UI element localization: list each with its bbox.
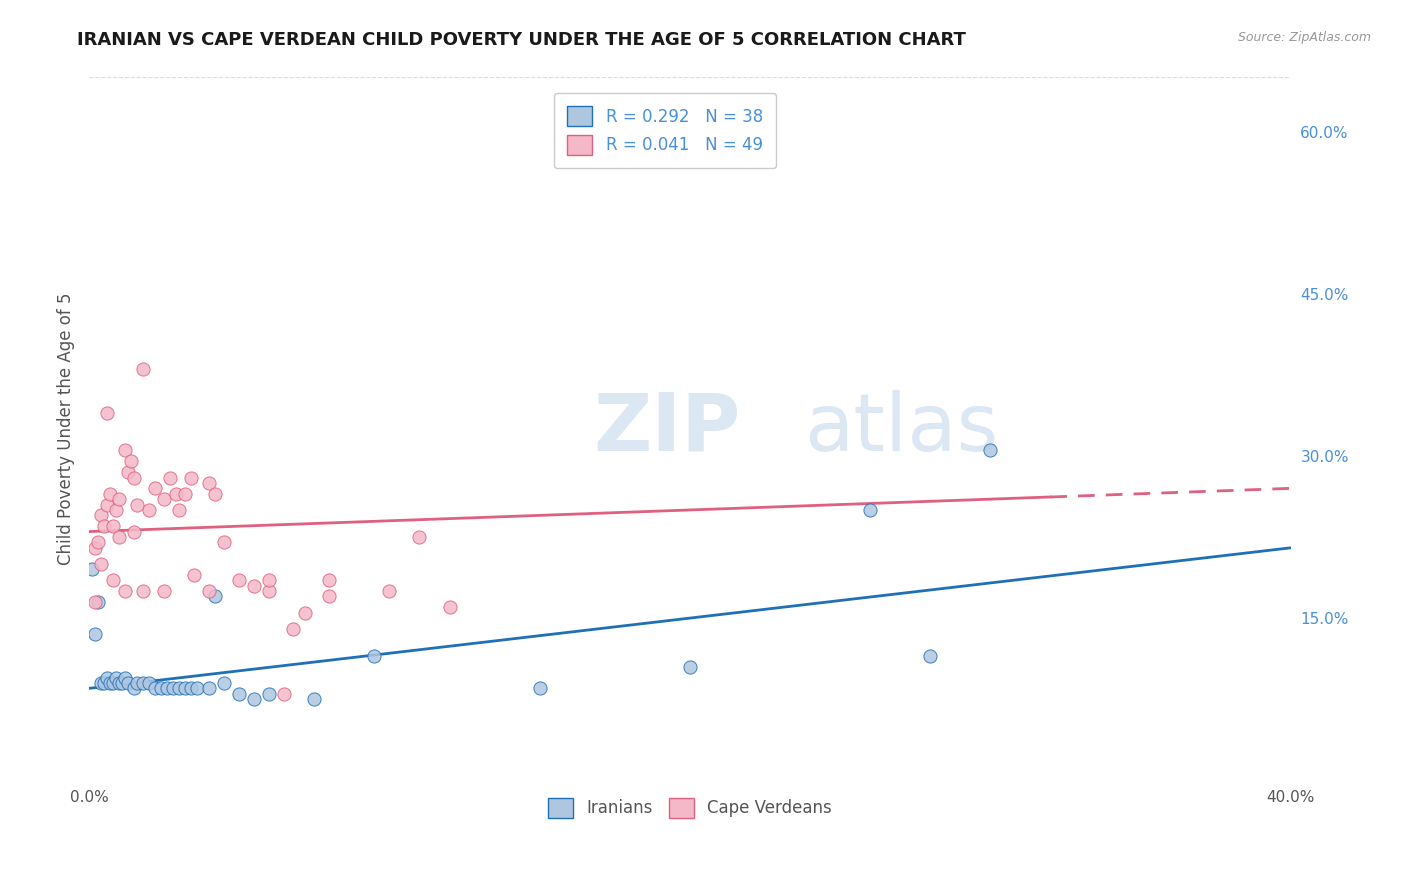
Point	[96, 671, 118, 685]
Point	[101, 519, 124, 533]
Point	[167, 503, 190, 517]
Point	[101, 574, 124, 588]
Point	[143, 481, 166, 495]
Point	[138, 676, 160, 690]
Point	[204, 487, 226, 501]
Point	[150, 681, 173, 696]
Point	[117, 465, 139, 479]
Point	[111, 676, 134, 690]
Point	[318, 574, 340, 588]
Point	[143, 681, 166, 696]
Point	[105, 503, 128, 517]
Point	[117, 676, 139, 690]
Point	[120, 454, 142, 468]
Point	[108, 676, 131, 690]
Point	[93, 519, 115, 533]
Point	[162, 681, 184, 696]
Point	[80, 562, 103, 576]
Point	[259, 574, 281, 588]
Point	[138, 503, 160, 517]
Point	[84, 595, 107, 609]
Point	[318, 590, 340, 604]
Point	[259, 584, 281, 599]
Point	[87, 595, 110, 609]
Point	[114, 671, 136, 685]
Point	[90, 557, 112, 571]
Point	[212, 676, 235, 690]
Point	[114, 584, 136, 599]
Point	[127, 676, 149, 690]
Point	[204, 590, 226, 604]
Point	[859, 503, 882, 517]
Point	[108, 530, 131, 544]
Text: Source: ZipAtlas.com: Source: ZipAtlas.com	[1237, 31, 1371, 45]
Point	[979, 443, 1001, 458]
Point	[183, 567, 205, 582]
Point	[273, 687, 295, 701]
Point	[156, 681, 179, 696]
Point	[186, 681, 208, 696]
Point	[228, 574, 250, 588]
Point	[920, 648, 942, 663]
Point	[84, 627, 107, 641]
Point	[304, 692, 326, 706]
Point	[529, 681, 551, 696]
Point	[90, 508, 112, 523]
Point	[243, 579, 266, 593]
Y-axis label: Child Poverty Under the Age of 5: Child Poverty Under the Age of 5	[58, 293, 75, 566]
Point	[132, 584, 155, 599]
Point	[101, 676, 124, 690]
Point	[87, 535, 110, 549]
Point	[127, 498, 149, 512]
Point	[98, 487, 121, 501]
Text: atlas: atlas	[804, 390, 998, 468]
Point	[378, 584, 401, 599]
Point	[167, 681, 190, 696]
Point	[105, 671, 128, 685]
Point	[90, 676, 112, 690]
Point	[198, 475, 221, 490]
Point	[96, 406, 118, 420]
Point	[98, 676, 121, 690]
Text: ZIP: ZIP	[593, 390, 741, 468]
Point	[259, 687, 281, 701]
Point	[198, 584, 221, 599]
Point	[108, 492, 131, 507]
Point	[122, 681, 145, 696]
Point	[174, 487, 197, 501]
Point	[96, 498, 118, 512]
Point	[408, 530, 430, 544]
Point	[174, 681, 197, 696]
Point	[114, 443, 136, 458]
Point	[228, 687, 250, 701]
Point	[132, 362, 155, 376]
Point	[132, 676, 155, 690]
Point	[122, 470, 145, 484]
Legend: Iranians, Cape Verdeans: Iranians, Cape Verdeans	[541, 791, 839, 825]
Point	[439, 600, 461, 615]
Point	[165, 487, 187, 501]
Point	[84, 541, 107, 555]
Point	[93, 676, 115, 690]
Point	[153, 492, 176, 507]
Point	[159, 470, 181, 484]
Point	[679, 659, 702, 673]
Text: IRANIAN VS CAPE VERDEAN CHILD POVERTY UNDER THE AGE OF 5 CORRELATION CHART: IRANIAN VS CAPE VERDEAN CHILD POVERTY UN…	[77, 31, 966, 49]
Point	[363, 648, 385, 663]
Point	[153, 584, 176, 599]
Point	[122, 524, 145, 539]
Point	[283, 622, 305, 636]
Point	[294, 606, 316, 620]
Point	[212, 535, 235, 549]
Point	[180, 470, 202, 484]
Point	[198, 681, 221, 696]
Point	[243, 692, 266, 706]
Point	[180, 681, 202, 696]
